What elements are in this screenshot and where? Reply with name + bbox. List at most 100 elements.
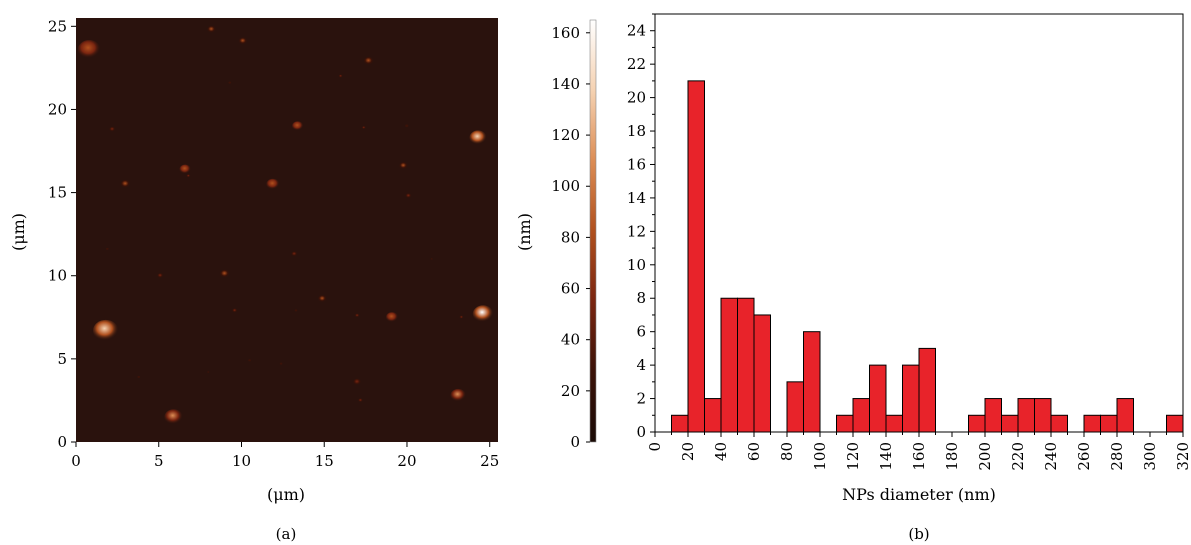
histogram-bar [836, 414, 854, 433]
afm-particle [294, 309, 298, 313]
histogram-bar [1116, 398, 1134, 433]
afm-particle [354, 313, 360, 318]
histogram-x-tick-label: 300 [1141, 442, 1159, 471]
afm-x-tick-label: 20 [397, 452, 416, 470]
histogram-y-tick-label: 14 [627, 189, 646, 207]
afm-x-tick-label: 10 [232, 452, 251, 470]
afm-particle [361, 126, 367, 130]
colorbar-tick-label: 60 [561, 280, 580, 298]
histogram-bar [902, 364, 920, 433]
colorbar-tick-label: 80 [561, 228, 580, 246]
histogram-bar [1083, 414, 1101, 433]
histogram-y-tick-label: 2 [636, 390, 646, 408]
colorbar-label: (nm) [515, 213, 534, 251]
afm-y-axis: 0 5 10 15 20 25 [48, 17, 76, 451]
afm-y-tick-label: 20 [48, 100, 67, 118]
afm-particle [120, 179, 131, 189]
afm-y-tick-label: 5 [57, 350, 67, 368]
afm-particle [105, 247, 110, 251]
afm-particle [385, 312, 399, 323]
histogram-bar [918, 347, 936, 433]
histogram-y-tick-label: 20 [627, 89, 646, 107]
afm-particle [219, 269, 231, 279]
afm-particle [179, 164, 192, 175]
colorbar-gradient [589, 19, 597, 443]
panel-b-caption: (b) [908, 525, 929, 543]
afm-particle [109, 126, 116, 133]
afm-particle [399, 162, 409, 170]
histogram-bar [869, 364, 887, 433]
histogram-y-tick-label: 0 [636, 423, 646, 441]
histogram-x-tick-label: 280 [1108, 442, 1126, 471]
histogram-bar [786, 381, 804, 433]
afm-x-tick-label: 5 [154, 452, 164, 470]
histogram-x-tick-label: 0 [646, 442, 664, 452]
afm-particle [405, 193, 412, 199]
histogram-bar [671, 414, 689, 433]
afm-particle [459, 315, 464, 320]
afm-particle [318, 295, 328, 303]
afm-y-tick-label: 25 [48, 17, 67, 35]
histogram-y-tick-label: 6 [636, 323, 646, 341]
afm-particles [77, 25, 494, 425]
afm-particle [232, 308, 238, 313]
histogram-x-tick-label: 320 [1174, 442, 1191, 471]
histogram-bar [720, 297, 738, 433]
panel-a-caption: (a) [276, 525, 297, 543]
afm-particle [363, 56, 375, 66]
afm-particle [228, 81, 232, 85]
histogram-x-tick-label: 100 [811, 442, 829, 471]
histogram-bar [1017, 398, 1035, 433]
histogram-x-tick-label: 140 [877, 442, 895, 471]
afm-particle [450, 388, 467, 403]
afm-y-axis-label: (μm) [9, 213, 28, 251]
afm-particle [266, 178, 280, 190]
histogram-y-tick-label: 18 [627, 122, 646, 140]
histogram-y-tick-label: 24 [627, 22, 646, 40]
afm-particle [338, 74, 343, 78]
afm-particle [358, 398, 364, 403]
histogram-bar [1001, 414, 1019, 433]
afm-y-tick-label: 15 [48, 184, 67, 202]
afm-particle [207, 25, 217, 34]
afm-particle [279, 362, 283, 366]
histogram-bar [704, 398, 722, 433]
histogram-x-tick-label: 60 [745, 442, 763, 461]
histogram-panel: 0 20 40 60 80 100 120 140 160 180 200 220 240 260 280 3… [627, 13, 1191, 543]
histogram-bar [852, 398, 870, 433]
histogram-bar [803, 331, 821, 433]
colorbar-ticks: 0 20 40 60 80 100 120 140 160 [551, 24, 590, 451]
histogram-bar [1166, 414, 1184, 433]
afm-panel: 0 5 10 15 20 25 0 5 10 15 20 25 (μm) (μm) (a) [9, 17, 499, 543]
histogram-y-tick-label: 10 [627, 256, 646, 274]
afm-particle [92, 319, 119, 342]
afm-particle [77, 40, 101, 60]
histogram-bar [1034, 398, 1052, 433]
afm-particle [186, 174, 191, 178]
afm-particle [472, 305, 494, 323]
histogram-x-tick-label: 40 [712, 442, 730, 461]
afm-x-axis: 0 5 10 15 20 25 [71, 442, 499, 470]
afm-particle [404, 124, 410, 128]
histogram-y-tick-label: 8 [636, 289, 646, 307]
histogram-bar [687, 80, 705, 433]
histogram-x-tick-label: 220 [1009, 442, 1027, 471]
afm-x-axis-label: (μm) [267, 485, 305, 504]
afm-x-tick-label: 15 [315, 452, 334, 470]
afm-particle [291, 121, 304, 131]
histogram-y-tick-label: 4 [636, 356, 646, 374]
afm-x-tick-label: 25 [480, 452, 499, 470]
afm-x-tick-label: 0 [71, 452, 81, 470]
histogram-bar [753, 314, 771, 433]
histogram-bar [984, 398, 1002, 433]
histogram-bars [671, 80, 1184, 433]
histogram-y-tick-label: 16 [627, 155, 646, 173]
afm-particle [430, 258, 434, 261]
afm-particle [238, 37, 248, 46]
afm-particle [157, 273, 164, 279]
histogram-bar [968, 414, 986, 433]
histogram-bar [1100, 414, 1118, 433]
histogram-y-tick-label: 22 [627, 55, 646, 73]
